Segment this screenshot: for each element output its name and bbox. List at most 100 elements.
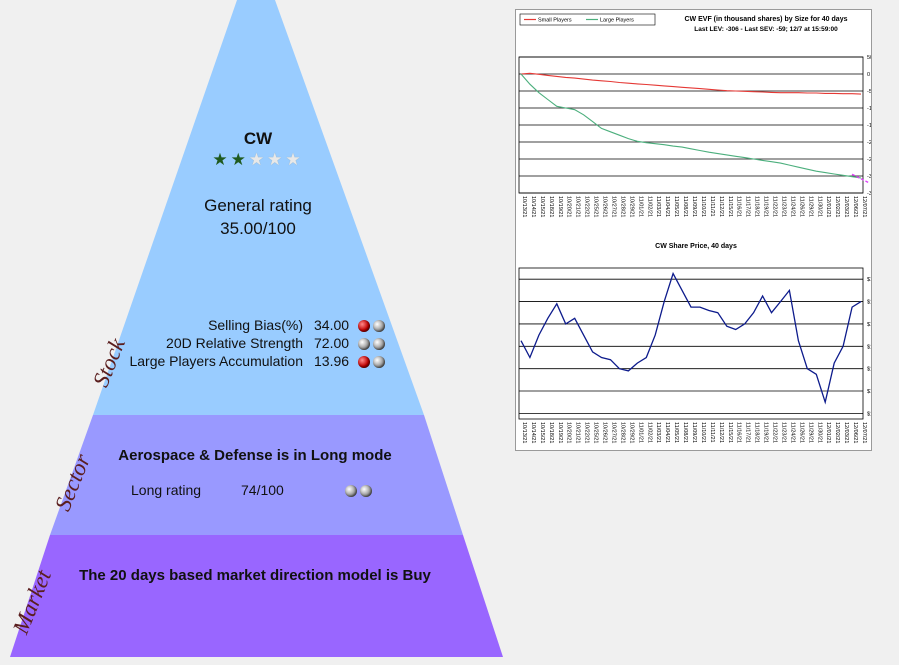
- x-tick-label: 11/26/21: [798, 196, 804, 217]
- market-headline: The 20 days based market direction model…: [79, 567, 431, 584]
- metric-row: Large Players Accumulation 13.96: [110, 352, 400, 370]
- general-rating-value: 35.00/100: [220, 219, 296, 238]
- x-tick-label: 11/09/21: [691, 422, 697, 443]
- x-tick-label: 11/22/21: [772, 196, 778, 217]
- x-tick-label: 10/13/21: [521, 422, 527, 443]
- y-tick-label: 50: [867, 55, 871, 61]
- star-empty-icon: ★: [267, 150, 286, 169]
- x-tick-label: 11/01/21: [637, 422, 643, 443]
- x-tick-label: 10/20/21: [566, 422, 572, 443]
- plot-area: [518, 267, 864, 420]
- small-players-line: [520, 72, 862, 95]
- metric-balls: [355, 334, 385, 352]
- x-tick-label: 11/26/21: [798, 422, 804, 443]
- sector-rating-value: 74/100: [241, 482, 284, 498]
- x-tick-label: 11/12/21: [718, 422, 724, 443]
- x-tick-label: 11/29/21: [807, 196, 813, 217]
- x-tick-label: 11/09/21: [691, 196, 697, 217]
- x-tick-label: 11/22/21: [772, 422, 778, 443]
- price-line: [520, 271, 862, 405]
- y-tick-label: -150: [867, 123, 871, 129]
- x-tick-label: 10/22/21: [584, 422, 590, 443]
- x-tick-label: 11/15/21: [727, 196, 733, 217]
- y-tick-label: $130.0: [867, 344, 871, 350]
- x-tick-label: 12/01/21: [825, 196, 831, 217]
- y-tick-label: 0: [867, 72, 870, 78]
- x-tick-label: 10/20/21: [566, 196, 572, 217]
- chart-title: CW Share Price, 40 days: [655, 243, 737, 250]
- y-tick-label: $134.0: [867, 300, 871, 306]
- x-tick-label: 10/18/21: [548, 422, 554, 443]
- grey-ball-icon: [358, 338, 370, 350]
- x-tick-label: 11/15/21: [727, 422, 733, 443]
- metric-row: 20D Relative Strength 72.00: [110, 334, 400, 352]
- charts-panel: Small Players Large Players CW EVF (in tho…: [515, 9, 872, 451]
- x-tick-label: 12/03/21: [843, 422, 849, 443]
- x-tick-label: 11/19/21: [763, 422, 769, 443]
- x-tick-label: 11/05/21: [673, 196, 679, 217]
- y-tick-label: -300: [867, 174, 871, 180]
- x-tick-label: 11/10/21: [700, 196, 706, 217]
- stock-tier: [93, 0, 424, 415]
- metric-balls: [355, 352, 385, 370]
- x-tick-label: 11/18/21: [754, 196, 760, 217]
- x-tick-label: 11/23/21: [780, 196, 786, 217]
- x-tick-label: 11/24/21: [789, 422, 795, 443]
- y-tick-label: -200: [867, 140, 871, 146]
- stock-ticker: CW: [243, 129, 273, 148]
- general-rating-label: General rating: [204, 196, 312, 215]
- x-tick-label: 11/18/21: [754, 422, 760, 443]
- x-tick-label: 11/30/21: [816, 196, 822, 217]
- grey-ball-icon: [373, 320, 385, 332]
- trend-line: [851, 173, 870, 184]
- x-tick-label: 10/13/21: [521, 196, 527, 217]
- rating-pyramid: [10, 0, 503, 657]
- legend-label: Large Players: [600, 18, 634, 24]
- x-tick-label: 11/24/21: [789, 196, 795, 217]
- x-tick-label: 10/15/21: [539, 422, 545, 443]
- red-ball-icon: [358, 356, 370, 368]
- x-tick-label: 10/27/21: [610, 422, 616, 443]
- x-tick-label: 11/17/21: [745, 196, 751, 217]
- evf-chart: Small Players Large Players CW EVF (in tho…: [518, 13, 871, 217]
- red-ball-icon: [358, 320, 370, 332]
- x-tick-label: 11/16/21: [736, 422, 742, 443]
- x-tick-label: 11/11/21: [709, 422, 715, 443]
- x-tick-label: 12/07/21: [861, 422, 867, 443]
- grey-ball-icon: [360, 485, 372, 497]
- x-tick-label: 11/12/21: [718, 196, 724, 217]
- x-tick-label: 10/25/21: [593, 422, 599, 443]
- x-tick-label: 11/23/21: [780, 422, 786, 443]
- y-tick-label: $124.0: [867, 411, 871, 417]
- x-tick-label: 10/19/21: [557, 422, 563, 443]
- y-tick-label: $126.0: [867, 389, 871, 395]
- y-tick-label: -350: [867, 191, 871, 197]
- x-tick-label: 11/04/21: [664, 196, 670, 217]
- star-empty-icon: ★: [248, 150, 268, 169]
- sector-balls: [342, 482, 372, 500]
- metric-row: Selling Bias(%) 34.00: [110, 316, 400, 334]
- x-tick-label: 10/29/21: [628, 196, 634, 217]
- x-tick-label: 10/14/21: [530, 196, 536, 217]
- star-filled-icon: ★: [212, 150, 231, 169]
- x-tick-label: 10/26/21: [602, 196, 608, 217]
- x-tick-label: 12/02/21: [834, 422, 840, 443]
- x-tick-label: 12/01/21: [825, 422, 831, 443]
- star-rating: ★★★★★: [190, 150, 326, 170]
- x-tick-label: 11/08/21: [682, 422, 688, 443]
- x-tick-label: 10/28/21: [619, 196, 625, 217]
- grey-ball-icon: [373, 338, 385, 350]
- x-tick-label: 10/22/21: [584, 196, 590, 217]
- metric-value: 13.96: [314, 353, 350, 369]
- x-tick-label: 11/02/21: [646, 422, 652, 443]
- x-tick-label: 10/21/21: [575, 196, 581, 217]
- metric-label: 20D Relative Strength: [166, 335, 303, 351]
- y-tick-label: $132.0: [867, 322, 871, 328]
- x-tick-label: 10/15/21: [539, 196, 545, 217]
- x-tick-label: 10/27/21: [610, 196, 616, 217]
- metric-value: 34.00: [314, 317, 350, 333]
- x-tick-label: 11/05/21: [673, 422, 679, 443]
- x-tick-label: 12/02/21: [834, 196, 840, 217]
- star-empty-icon: ★: [285, 150, 304, 169]
- x-tick-label: 11/29/21: [807, 422, 813, 443]
